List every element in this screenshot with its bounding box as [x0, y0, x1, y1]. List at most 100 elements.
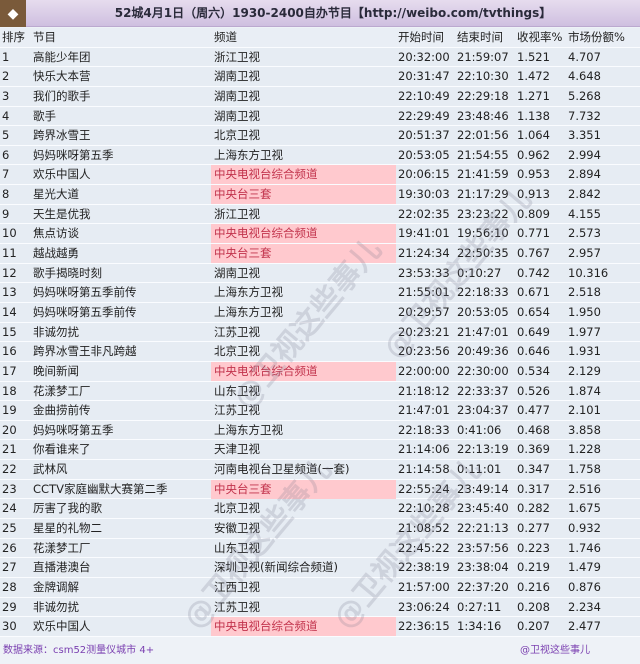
cell-share: 10.316 — [568, 265, 609, 280]
cell-rating: 1.521 — [517, 49, 550, 64]
channel-highlight — [211, 244, 396, 264]
cell-channel: 北京卫视 — [214, 501, 260, 516]
title-bar: ◆ 52城4月1日（周六）1930-2400自办节目【http://weibo.… — [0, 0, 640, 27]
cell-share: 4.707 — [568, 49, 601, 64]
cell-program: 跨界冰雪王 — [33, 128, 91, 143]
cell-rating: 0.953 — [517, 167, 550, 182]
cell-program: CCTV家庭幽默大赛第二季 — [33, 481, 168, 496]
cell-start-time: 23:06:24 — [398, 599, 450, 614]
cell-share: 2.994 — [568, 147, 601, 162]
ratings-table: 排序 节目 频道 开始时间 结束时间 收视率% 市场份额% 1 高能少年团 浙江卫视… — [0, 28, 640, 637]
table-row: 14 妈妈咪呀第五季前传 上海东方卫视 20:29:57 20:53:05 0.654 1.… — [0, 302, 640, 323]
table-row: 12 歌手揭晓时刻 湖南卫视 23:53:33 0:10:27 0.742 10.316 — [0, 263, 640, 284]
header-channel: 频道 — [214, 30, 237, 44]
cell-share: 1.977 — [568, 324, 601, 339]
cell-start-time: 22:36:15 — [398, 619, 450, 634]
cell-rank: 12 — [2, 265, 17, 280]
cell-share: 1.931 — [568, 344, 601, 359]
cell-rank: 30 — [2, 619, 17, 634]
cell-start-time: 22:02:35 — [398, 206, 450, 221]
cell-rating: 0.671 — [517, 285, 550, 300]
cell-channel: 中央台三套 — [214, 187, 272, 202]
cell-program: 欢乐中国人 — [33, 167, 91, 182]
cell-rating: 0.208 — [517, 599, 550, 614]
cell-rating: 0.767 — [517, 246, 550, 261]
cell-share: 2.573 — [568, 226, 601, 241]
table-row: 25 星星的礼物二 安徽卫视 21:08:52 22:21:13 0.277 0.932 — [0, 519, 640, 539]
cell-end-time: 23:38:04 — [457, 560, 509, 575]
cell-end-time: 0:27:11 — [457, 599, 502, 614]
cell-rating: 1.064 — [517, 128, 550, 143]
cell-channel: 中央台三套 — [214, 246, 272, 261]
cell-rating: 0.216 — [517, 579, 550, 594]
cell-rating: 1.271 — [517, 88, 550, 103]
cell-rank: 27 — [2, 560, 17, 575]
cell-rank: 16 — [2, 344, 17, 359]
footer: 数据来源：csm52测量仪城市 4+ @卫视这些事儿 — [0, 640, 640, 664]
channel-highlight — [211, 617, 396, 637]
cell-channel: 中央电视台综合频道 — [214, 363, 318, 378]
cell-rank: 19 — [2, 403, 17, 418]
cell-rank: 25 — [2, 521, 17, 536]
cell-rank: 24 — [2, 501, 17, 516]
cell-share: 4.155 — [568, 206, 601, 221]
cell-channel: 湖南卫视 — [214, 265, 260, 280]
cell-start-time: 20:31:47 — [398, 69, 450, 84]
cell-channel: 河南电视台卫星频道(一套) — [214, 462, 350, 477]
cell-rank: 22 — [2, 462, 17, 477]
cell-rating: 0.477 — [517, 403, 550, 418]
cell-start-time: 21:47:01 — [398, 403, 450, 418]
cell-end-time: 23:57:56 — [457, 540, 509, 555]
cell-rating: 0.742 — [517, 265, 550, 280]
table-row: 4 歌手 湖南卫视 22:29:49 23:48:46 1.138 7.732 — [0, 106, 640, 127]
cell-channel: 中央电视台综合频道 — [214, 619, 318, 634]
cell-rank: 10 — [2, 226, 17, 241]
cell-start-time: 21:18:12 — [398, 383, 450, 398]
cell-channel: 天津卫视 — [214, 442, 260, 457]
cell-end-time: 23:45:40 — [457, 501, 509, 516]
table-row: 28 金牌调解 江西卫视 21:57:00 22:37:20 0.216 0.876 — [0, 577, 640, 598]
cell-program: 武林风 — [33, 462, 68, 477]
cell-program: 直播港澳台 — [33, 560, 91, 575]
cell-rating: 0.207 — [517, 619, 550, 634]
cell-rating: 0.468 — [517, 422, 550, 437]
cell-end-time: 23:04:37 — [457, 403, 509, 418]
cell-program: 星光大道 — [33, 187, 79, 202]
cell-start-time: 21:14:06 — [398, 442, 450, 457]
cell-program: 花漾梦工厂 — [33, 540, 91, 555]
cell-end-time: 19:56:10 — [457, 226, 509, 241]
cell-channel: 上海东方卫视 — [214, 285, 283, 300]
cell-rank: 26 — [2, 540, 17, 555]
cell-rank: 1 — [2, 49, 10, 64]
cell-program: 你看谁来了 — [33, 442, 91, 457]
cell-rank: 21 — [2, 442, 17, 457]
cell-rank: 11 — [2, 246, 17, 261]
cell-share: 2.101 — [568, 403, 601, 418]
cell-share: 1.675 — [568, 501, 601, 516]
cell-rank: 20 — [2, 422, 17, 437]
cell-share: 2.957 — [568, 246, 601, 261]
cell-end-time: 23:48:46 — [457, 108, 509, 123]
cell-rating: 0.277 — [517, 521, 550, 536]
credit: @卫视这些事儿 — [520, 645, 590, 656]
table-row: 3 我们的歌手 湖南卫视 22:10:49 22:29:18 1.271 5.268 — [0, 86, 640, 107]
channel-highlight — [211, 224, 396, 244]
cell-channel: 浙江卫视 — [214, 49, 260, 64]
cell-end-time: 22:37:20 — [457, 579, 509, 594]
cell-start-time: 22:10:28 — [398, 501, 450, 516]
table-row: 16 跨界冰雪王非凡跨越 北京卫视 20:23:56 20:49:36 0.646 1.93… — [0, 342, 640, 362]
cell-end-time: 21:17:29 — [457, 187, 509, 202]
cell-program: 花漾梦工厂 — [33, 383, 91, 398]
table-row: 29 非诚勿扰 江苏卫视 23:06:24 0:27:11 0.208 2.234 — [0, 597, 640, 618]
cell-channel: 江西卫视 — [214, 579, 260, 594]
table-header-row: 排序 节目 频道 开始时间 结束时间 收视率% 市场份额% — [0, 28, 640, 48]
cell-channel: 上海东方卫视 — [214, 147, 283, 162]
cell-end-time: 0:11:01 — [457, 462, 502, 477]
cell-share: 1.874 — [568, 383, 601, 398]
cell-rank: 3 — [2, 88, 10, 103]
cell-program: 跨界冰雪王非凡跨越 — [33, 344, 137, 359]
cell-start-time: 21:55:01 — [398, 285, 450, 300]
cell-start-time: 22:00:00 — [398, 363, 450, 378]
cell-program: 非诚勿扰 — [33, 599, 79, 614]
cell-channel: 江苏卫视 — [214, 403, 260, 418]
